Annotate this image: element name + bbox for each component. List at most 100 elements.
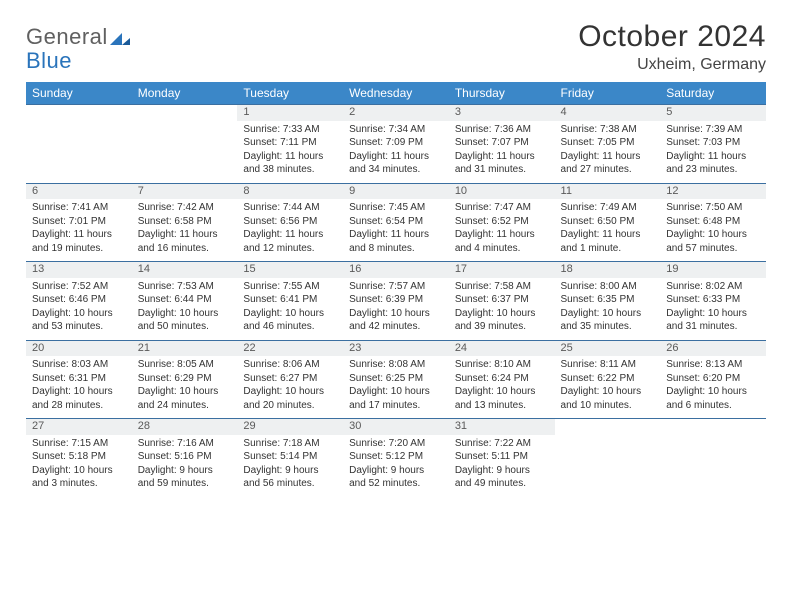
day-number-cell: 26	[660, 340, 766, 356]
sunrise-text: Sunrise: 7:22 AM	[455, 437, 549, 451]
daylight-text: Daylight: 10 hours and 28 minutes.	[32, 385, 126, 412]
sunset-text: Sunset: 6:20 PM	[666, 372, 760, 386]
sunrise-text: Sunrise: 8:08 AM	[349, 358, 443, 372]
sunrise-text: Sunrise: 7:55 AM	[243, 280, 337, 294]
day-number-cell: 13	[26, 262, 132, 278]
day-number-cell: 16	[343, 262, 449, 278]
calendar-table: SundayMondayTuesdayWednesdayThursdayFrid…	[26, 82, 766, 497]
sunset-text: Sunset: 6:35 PM	[561, 293, 655, 307]
sunrise-text: Sunrise: 7:33 AM	[243, 123, 337, 137]
daylight-text: Daylight: 11 hours and 31 minutes.	[455, 150, 549, 177]
logo-text-blue: Blue	[26, 48, 72, 74]
day-content-cell	[660, 435, 766, 497]
sunset-text: Sunset: 7:01 PM	[32, 215, 126, 229]
sunrise-text: Sunrise: 7:42 AM	[138, 201, 232, 215]
logo-mark-icon	[110, 29, 130, 45]
weekday-header-row: SundayMondayTuesdayWednesdayThursdayFrid…	[26, 82, 766, 105]
day-number-cell: 2	[343, 105, 449, 121]
month-title: October 2024	[578, 20, 766, 54]
sunrise-text: Sunrise: 8:00 AM	[561, 280, 655, 294]
sunrise-text: Sunrise: 7:39 AM	[666, 123, 760, 137]
sunrise-text: Sunrise: 8:06 AM	[243, 358, 337, 372]
sunset-text: Sunset: 6:22 PM	[561, 372, 655, 386]
day-content-cell: Sunrise: 7:15 AMSunset: 5:18 PMDaylight:…	[26, 435, 132, 497]
day-number-cell: 31	[449, 419, 555, 435]
sunset-text: Sunset: 6:58 PM	[138, 215, 232, 229]
sunrise-text: Sunrise: 7:45 AM	[349, 201, 443, 215]
daylight-text: Daylight: 11 hours and 23 minutes.	[666, 150, 760, 177]
sunrise-text: Sunrise: 7:53 AM	[138, 280, 232, 294]
day-content-row: Sunrise: 8:03 AMSunset: 6:31 PMDaylight:…	[26, 356, 766, 419]
day-number-cell: 15	[237, 262, 343, 278]
daylight-text: Daylight: 11 hours and 19 minutes.	[32, 228, 126, 255]
sunrise-text: Sunrise: 8:02 AM	[666, 280, 760, 294]
sunrise-text: Sunrise: 7:41 AM	[32, 201, 126, 215]
day-content-cell: Sunrise: 7:34 AMSunset: 7:09 PMDaylight:…	[343, 121, 449, 184]
sunset-text: Sunset: 5:11 PM	[455, 450, 549, 464]
day-number-cell: 24	[449, 340, 555, 356]
day-content-cell	[26, 121, 132, 184]
weekday-header: Friday	[555, 82, 661, 105]
day-content-cell: Sunrise: 7:49 AMSunset: 6:50 PMDaylight:…	[555, 199, 661, 262]
sunrise-text: Sunrise: 8:05 AM	[138, 358, 232, 372]
day-number-cell: 14	[132, 262, 238, 278]
day-content-cell: Sunrise: 7:53 AMSunset: 6:44 PMDaylight:…	[132, 278, 238, 341]
sunset-text: Sunset: 7:11 PM	[243, 136, 337, 150]
daylight-text: Daylight: 9 hours and 56 minutes.	[243, 464, 337, 491]
day-number-cell: 27	[26, 419, 132, 435]
sunset-text: Sunset: 6:50 PM	[561, 215, 655, 229]
day-content-cell: Sunrise: 7:47 AMSunset: 6:52 PMDaylight:…	[449, 199, 555, 262]
header: General October 2024 Uxheim, Germany	[26, 20, 766, 74]
day-number-cell: 8	[237, 183, 343, 199]
sunset-text: Sunset: 7:09 PM	[349, 136, 443, 150]
day-content-cell: Sunrise: 7:52 AMSunset: 6:46 PMDaylight:…	[26, 278, 132, 341]
day-content-cell: Sunrise: 8:10 AMSunset: 6:24 PMDaylight:…	[449, 356, 555, 419]
daylight-text: Daylight: 10 hours and 50 minutes.	[138, 307, 232, 334]
day-number-cell: 12	[660, 183, 766, 199]
day-number-cell: 28	[132, 419, 238, 435]
title-block: October 2024 Uxheim, Germany	[578, 20, 766, 74]
sunrise-text: Sunrise: 7:20 AM	[349, 437, 443, 451]
sunset-text: Sunset: 6:44 PM	[138, 293, 232, 307]
day-number-cell: 20	[26, 340, 132, 356]
daylight-text: Daylight: 10 hours and 57 minutes.	[666, 228, 760, 255]
sunrise-text: Sunrise: 7:38 AM	[561, 123, 655, 137]
sunset-text: Sunset: 6:25 PM	[349, 372, 443, 386]
sunset-text: Sunset: 6:29 PM	[138, 372, 232, 386]
daylight-text: Daylight: 10 hours and 17 minutes.	[349, 385, 443, 412]
sunrise-text: Sunrise: 7:18 AM	[243, 437, 337, 451]
day-content-cell: Sunrise: 7:41 AMSunset: 7:01 PMDaylight:…	[26, 199, 132, 262]
day-content-cell: Sunrise: 7:38 AMSunset: 7:05 PMDaylight:…	[555, 121, 661, 184]
day-number-cell: 29	[237, 419, 343, 435]
sunset-text: Sunset: 7:07 PM	[455, 136, 549, 150]
day-content-cell: Sunrise: 7:57 AMSunset: 6:39 PMDaylight:…	[343, 278, 449, 341]
sunset-text: Sunset: 6:33 PM	[666, 293, 760, 307]
sunset-text: Sunset: 6:54 PM	[349, 215, 443, 229]
sunrise-text: Sunrise: 7:50 AM	[666, 201, 760, 215]
sunrise-text: Sunrise: 8:11 AM	[561, 358, 655, 372]
sunrise-text: Sunrise: 7:58 AM	[455, 280, 549, 294]
day-number-cell	[132, 105, 238, 121]
sunrise-text: Sunrise: 7:52 AM	[32, 280, 126, 294]
sunset-text: Sunset: 5:14 PM	[243, 450, 337, 464]
daylight-text: Daylight: 10 hours and 31 minutes.	[666, 307, 760, 334]
day-number-cell	[26, 105, 132, 121]
daylight-text: Daylight: 10 hours and 20 minutes.	[243, 385, 337, 412]
day-number-cell	[660, 419, 766, 435]
calendar-body: 12345Sunrise: 7:33 AMSunset: 7:11 PMDayl…	[26, 105, 766, 497]
sunrise-text: Sunrise: 7:44 AM	[243, 201, 337, 215]
day-number-cell: 30	[343, 419, 449, 435]
sunset-text: Sunset: 5:16 PM	[138, 450, 232, 464]
day-number-cell: 21	[132, 340, 238, 356]
daylight-text: Daylight: 9 hours and 52 minutes.	[349, 464, 443, 491]
weekday-header: Monday	[132, 82, 238, 105]
day-number-cell: 17	[449, 262, 555, 278]
day-content-cell: Sunrise: 7:39 AMSunset: 7:03 PMDaylight:…	[660, 121, 766, 184]
day-content-cell: Sunrise: 7:18 AMSunset: 5:14 PMDaylight:…	[237, 435, 343, 497]
logo-line2: Blue	[26, 44, 72, 74]
daylight-text: Daylight: 11 hours and 12 minutes.	[243, 228, 337, 255]
weekday-header: Saturday	[660, 82, 766, 105]
day-number-cell: 19	[660, 262, 766, 278]
day-content-cell: Sunrise: 8:00 AMSunset: 6:35 PMDaylight:…	[555, 278, 661, 341]
day-number-row: 13141516171819	[26, 262, 766, 278]
